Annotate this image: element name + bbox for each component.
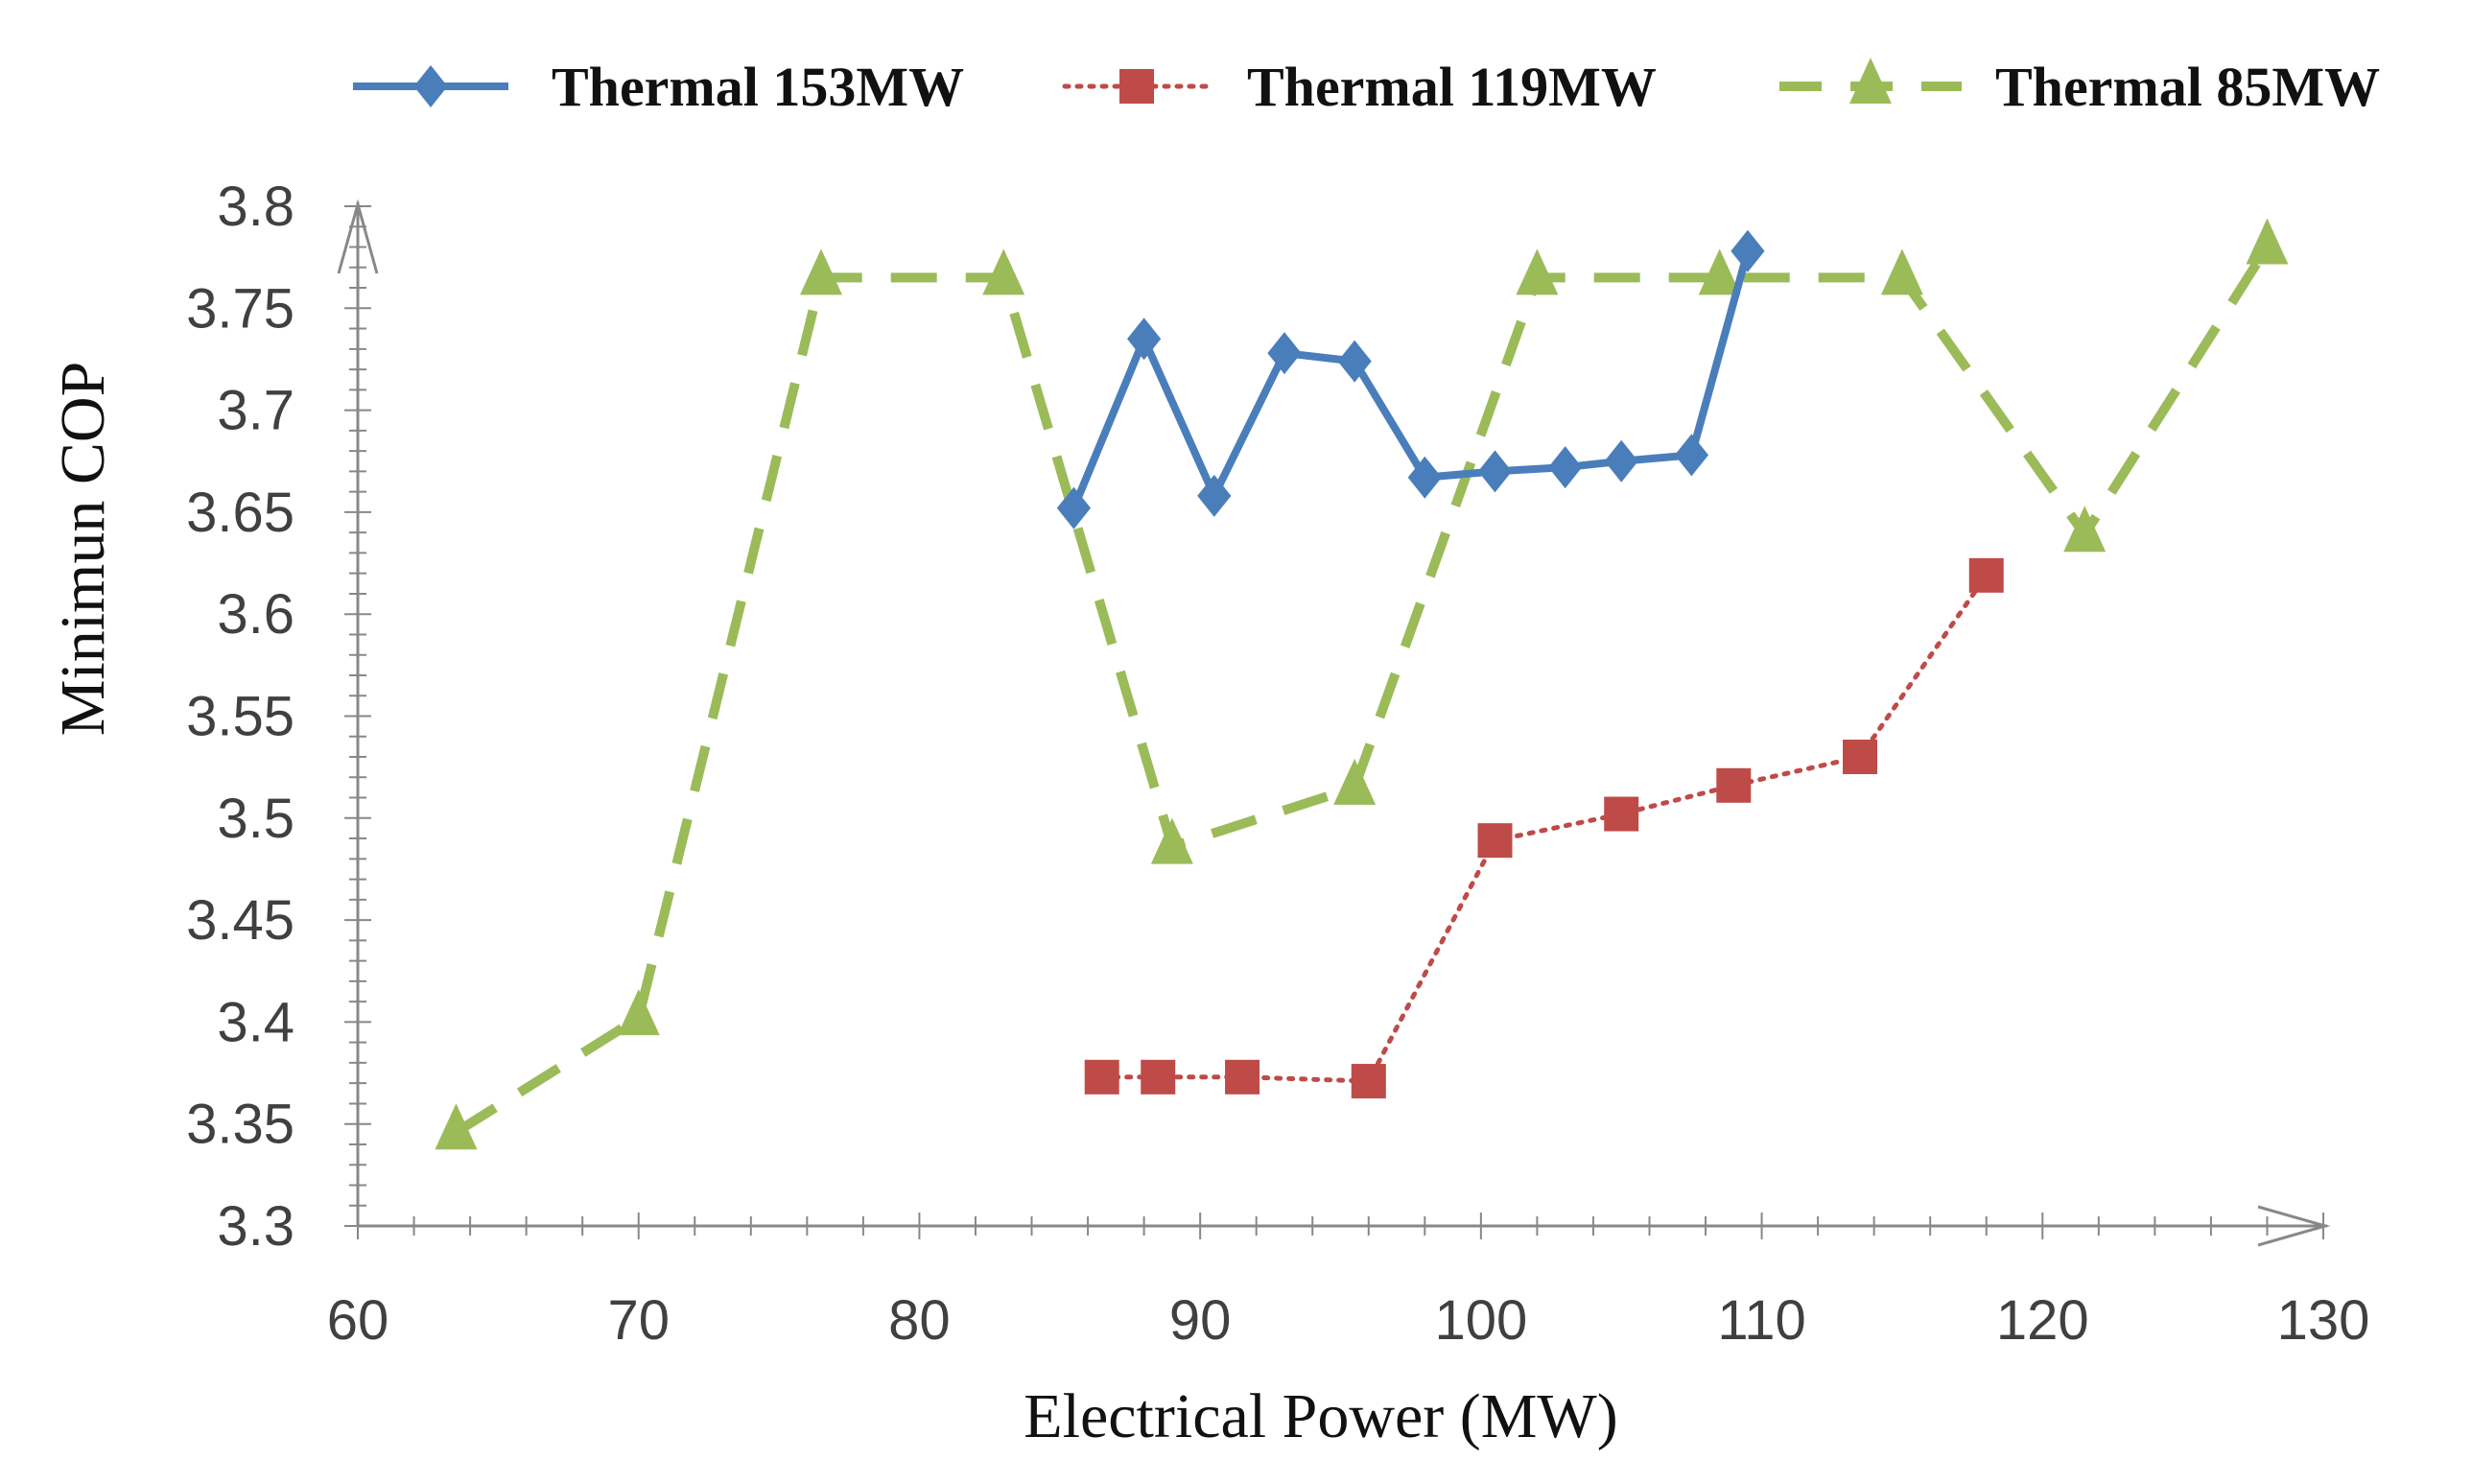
- legend: Thermal 153MW Thermal 119MW Thermal 85MW: [353, 56, 2380, 118]
- x-tick-label: 80: [888, 1289, 951, 1352]
- data-point: [1407, 456, 1442, 499]
- data-point: [1333, 758, 1377, 805]
- data-point: [1604, 796, 1639, 832]
- data-point: [1477, 450, 1513, 493]
- x-tick-label: 120: [1996, 1289, 2089, 1352]
- y-tick-label: 3.35: [186, 1094, 294, 1156]
- data-point: [617, 989, 660, 1036]
- data-point: [1337, 340, 1372, 383]
- legend-label: Thermal 119MW: [1247, 56, 1657, 118]
- data-point: [1084, 1059, 1119, 1095]
- series-thermal-85mw: [435, 218, 2289, 1150]
- data-point: [799, 248, 842, 295]
- y-tick-label: 3.5: [217, 788, 294, 850]
- data-point: [1548, 446, 1583, 489]
- data-point: [1150, 817, 1193, 864]
- legend-item: Thermal 85MW: [1779, 56, 2380, 118]
- data-point: [1225, 1059, 1260, 1095]
- series-thermal-153mw: [1056, 229, 1765, 530]
- y-tick-label: 3.7: [217, 380, 294, 442]
- data-point: [1968, 557, 2004, 593]
- series-layer: [435, 218, 2289, 1150]
- y-tick-label: 3.8: [217, 176, 294, 238]
- y-axis-arrow: [337, 199, 379, 274]
- x-tick-label: 70: [607, 1289, 670, 1352]
- legend-item: Thermal 153MW: [353, 56, 964, 118]
- y-tick-label: 3.4: [217, 991, 294, 1053]
- data-point: [1604, 439, 1638, 483]
- data-point: [1351, 1064, 1386, 1099]
- legend-marker: [1849, 58, 1892, 104]
- x-tick-label: 100: [1434, 1289, 1527, 1352]
- data-point: [2063, 506, 2107, 553]
- data-point: [1197, 474, 1232, 517]
- x-tick-label: 90: [1169, 1289, 1232, 1352]
- data-point: [1141, 1059, 1176, 1095]
- x-tick-label: 110: [1717, 1289, 1805, 1352]
- y-tick-label: 3.3: [217, 1195, 294, 1258]
- data-point: [1843, 740, 1878, 775]
- series-line: [1070, 249, 1752, 510]
- x-tick-label: 130: [2277, 1289, 2370, 1352]
- data-point: [435, 1103, 478, 1150]
- data-point: [1516, 248, 1559, 295]
- data-point: [1267, 332, 1302, 375]
- data-point: [982, 248, 1025, 295]
- data-point: [1056, 486, 1092, 530]
- y-tick-label: 3.6: [217, 583, 294, 646]
- legend-marker: [1119, 69, 1154, 104]
- data-point: [2246, 218, 2289, 265]
- series-thermal-119mw: [1084, 557, 2004, 1099]
- y-tick-label: 3.45: [186, 889, 294, 952]
- data-point: [1880, 248, 1923, 295]
- x-axis-arrow: [2257, 1205, 2331, 1247]
- y-axis-title: Minimun COP: [48, 362, 118, 737]
- data-point: [1127, 318, 1162, 361]
- data-point: [1477, 823, 1513, 859]
- y-tick-label: 3.75: [186, 277, 294, 340]
- x-axis-title: Electrical Power (MW): [1024, 1381, 1617, 1451]
- y-tick-label: 3.65: [186, 482, 294, 544]
- x-tick-label: 60: [327, 1289, 389, 1352]
- data-point: [1716, 767, 1752, 803]
- legend-label: Thermal 85MW: [1995, 56, 2380, 118]
- y-tick-label: 3.55: [186, 686, 294, 748]
- legend-marker: [413, 65, 448, 107]
- data-point: [1730, 229, 1765, 272]
- legend-item: Thermal 119MW: [1062, 56, 1657, 118]
- axes: 60 70 80 90 100 110 120 130 3.3 3.35 3.4 3.45 3.5 3.5…: [186, 176, 2369, 1352]
- data-point: [1698, 248, 1741, 295]
- legend-label: Thermal 153MW: [552, 56, 964, 118]
- data-point: [1674, 434, 1708, 477]
